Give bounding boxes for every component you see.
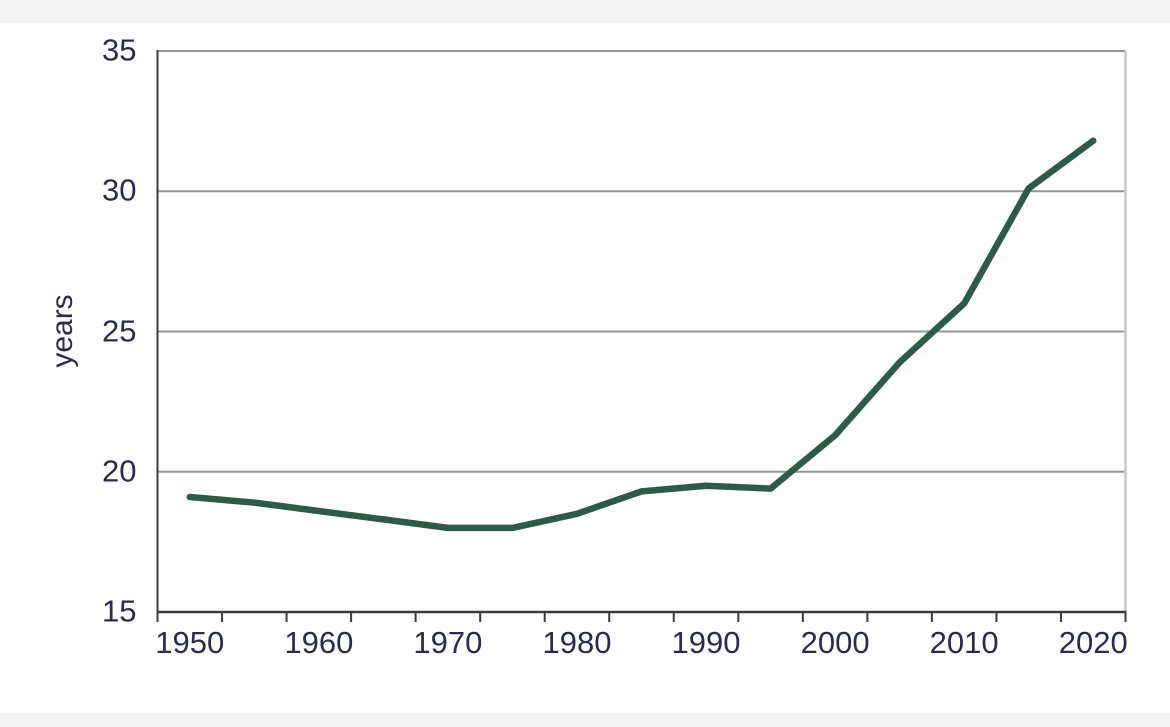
y-tick-label-20: 20 [102,453,137,489]
x-tick-label-1990: 1990 [671,625,741,660]
y-tick-label-15: 15 [102,593,137,629]
x-tick-label-2020: 2020 [1058,625,1128,660]
data-series-line [186,137,1097,532]
x-tick-label-1960: 1960 [284,625,354,660]
x-tick-label-2000: 2000 [800,625,870,660]
x-tick-label-1970: 1970 [413,625,483,660]
bottom-band [0,713,1170,727]
y-tick-label-30: 30 [102,172,137,208]
y-axis-title: years [46,294,79,368]
y-tick-label-35: 35 [102,32,137,68]
x-tick-label-1980: 1980 [542,625,612,660]
top-band [0,0,1170,23]
y-tick-label-25: 25 [102,312,137,348]
x-tick-label-1950: 1950 [155,625,225,660]
x-tick-label-2010: 2010 [929,625,999,660]
